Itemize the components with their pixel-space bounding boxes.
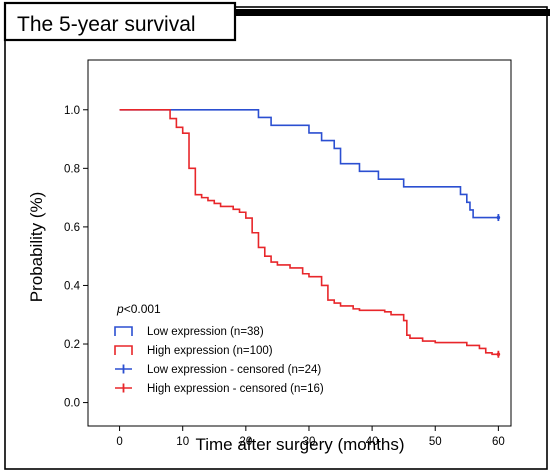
x-tick-label: 40 [366,436,379,448]
y-axis-title: Probability (%) [27,192,46,303]
x-tick-label: 10 [176,436,189,448]
legend-label: Low expression - censored (n=24) [147,364,321,376]
plot-area-border [87,59,512,427]
y-tick-label: 0.6 [64,222,80,234]
x-axis: 0 10 20 30 40 50 60 [116,426,505,448]
p-value-annotation: p<0.001 [116,302,161,316]
survival-curve [119,108,499,356]
censor-dot [496,352,501,357]
series-layer [119,108,501,358]
outer-border [4,6,548,470]
y-axis: 0.0 0.2 0.4 0.6 0.8 1.0 [64,105,88,410]
p-italic: p [116,302,124,316]
x-tick-label: 30 [303,436,316,448]
survival-curve [119,108,499,219]
x-tick-label: 20 [239,436,252,448]
x-axis-title: Time after surgery (months) [195,435,404,454]
y-tick-label: 0.4 [64,280,81,292]
legend-step-swatch [114,345,133,355]
y-tick-label: 0.0 [64,398,80,410]
x-tick-label: 0 [116,436,122,448]
legend: Low expression (n=38) High expression (n=… [114,326,324,395]
y-tick-label: 0.8 [64,163,80,175]
p-value: <0.001 [124,302,161,316]
legend-step-swatch [114,326,133,336]
legend-label: High expression - censored (n=16) [147,383,324,395]
panel-title: The 5-year survival [17,13,196,36]
x-tick-label: 50 [429,436,442,448]
legend-label: Low expression (n=38) [147,326,264,338]
x-tick-label: 60 [492,436,505,448]
censor-dot [496,215,501,220]
title-box [3,1,237,42]
legend-label: High expression (n=100) [147,345,273,357]
y-tick-label: 0.2 [64,339,80,351]
title-bar-stripe [232,9,550,16]
y-tick-label: 1.0 [64,105,80,117]
